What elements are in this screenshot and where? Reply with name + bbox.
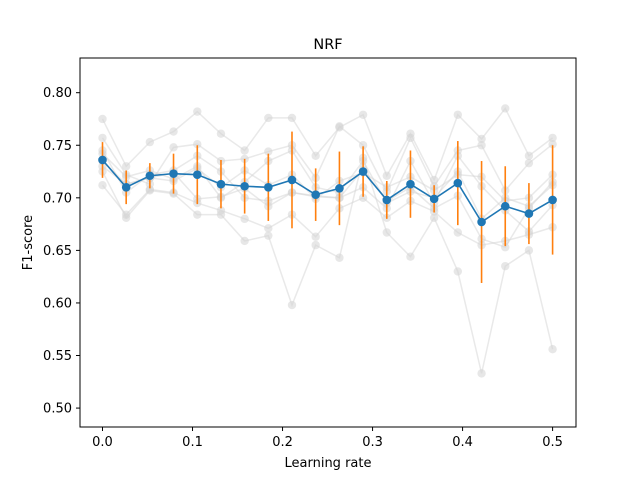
run-point [548, 133, 557, 143]
run-point [358, 110, 368, 119]
mean-point [477, 217, 486, 227]
run-point [98, 114, 107, 124]
run-point [169, 127, 178, 136]
run-point [287, 113, 297, 123]
run-point [145, 185, 155, 194]
run-point [548, 345, 557, 354]
run-point [193, 140, 202, 149]
run-point [121, 162, 131, 171]
mean-point [264, 183, 273, 192]
y-tick-label: 0.50 [43, 402, 72, 417]
y-axis-label: F1-score [21, 215, 36, 270]
run-point [240, 236, 249, 246]
x-tick-label: 0.1 [182, 435, 203, 450]
x-axis-label: Learning rate [285, 456, 372, 471]
run-point [501, 243, 510, 252]
mean-point [429, 194, 439, 204]
mean-point [500, 201, 510, 211]
x-tick-label: 0.4 [452, 435, 473, 450]
run-point [335, 253, 344, 262]
run-point [264, 113, 273, 123]
run-point [429, 213, 439, 222]
run-point [193, 210, 202, 219]
run-point [311, 240, 320, 250]
y-tick-label: 0.80 [43, 86, 72, 101]
x-tick-label: 0.5 [542, 435, 563, 450]
mean-point [98, 155, 107, 165]
mean-point [524, 209, 534, 218]
run-point [358, 193, 368, 203]
y-tick-label: 0.65 [43, 244, 72, 259]
mean-point [121, 183, 131, 192]
run-point [98, 181, 107, 190]
run-point [477, 134, 486, 144]
run-point [477, 369, 486, 378]
run-point [524, 246, 534, 255]
mean-point [406, 179, 415, 189]
mean-point [169, 169, 178, 178]
run-point [216, 206, 226, 215]
run-point [453, 110, 463, 119]
run-point [524, 151, 534, 160]
run-point [335, 122, 344, 131]
run-point [311, 151, 320, 160]
y-tick-label: 0.70 [43, 191, 72, 206]
mean-point [192, 170, 202, 179]
run-point [311, 232, 320, 241]
run-point [216, 129, 226, 138]
x-tick-label: 0.0 [92, 435, 113, 450]
run-point [406, 133, 415, 143]
run-point [264, 231, 273, 240]
run-line-1 [101, 107, 554, 182]
x-tick-label: 0.2 [272, 435, 293, 450]
mean-point [548, 195, 557, 205]
run-point [524, 158, 534, 168]
run-point [98, 133, 107, 143]
y-tick-label: 0.75 [43, 139, 72, 154]
run-point [548, 140, 557, 149]
mean-point [216, 179, 226, 189]
x-axis: 0.0 0.1 0.2 0.3 0.4 0.5 [92, 427, 563, 450]
y-tick-label: 0.55 [43, 349, 72, 364]
run-point [169, 143, 178, 152]
run-line-3 [101, 155, 554, 374]
run-point [193, 107, 202, 116]
mean-point [382, 195, 392, 205]
run-point [358, 141, 368, 150]
run-point [145, 137, 155, 147]
run-line-8 [101, 160, 554, 249]
y-axis: 0.50 0.55 0.60 0.65 0.70 0.75 0.80 [43, 86, 80, 417]
run-point [240, 146, 249, 155]
run-point [453, 228, 463, 237]
mean-point [311, 190, 320, 199]
mean-series [98, 155, 557, 227]
run-point [501, 261, 510, 271]
run-point [501, 104, 510, 113]
mean-point [453, 178, 463, 188]
mean-point [287, 175, 297, 185]
run-point [240, 154, 249, 164]
mean-point [240, 181, 249, 191]
run-point [121, 210, 131, 219]
run-point [264, 224, 273, 233]
mean-point [358, 167, 368, 176]
run-point [287, 300, 297, 310]
run-point [406, 252, 415, 261]
run-point [453, 267, 463, 276]
run-point [382, 228, 391, 237]
mean-point [335, 184, 344, 193]
chart-title: NRF [313, 37, 342, 53]
x-tick-label: 0.3 [362, 435, 383, 450]
run-point [477, 141, 486, 150]
run-point [382, 171, 391, 180]
run-point [240, 214, 249, 224]
run-point [264, 147, 273, 156]
y-tick-label: 0.60 [43, 296, 72, 311]
plot-frame [79, 57, 577, 428]
mean-point [145, 171, 155, 181]
run-line-4 [101, 184, 553, 246]
